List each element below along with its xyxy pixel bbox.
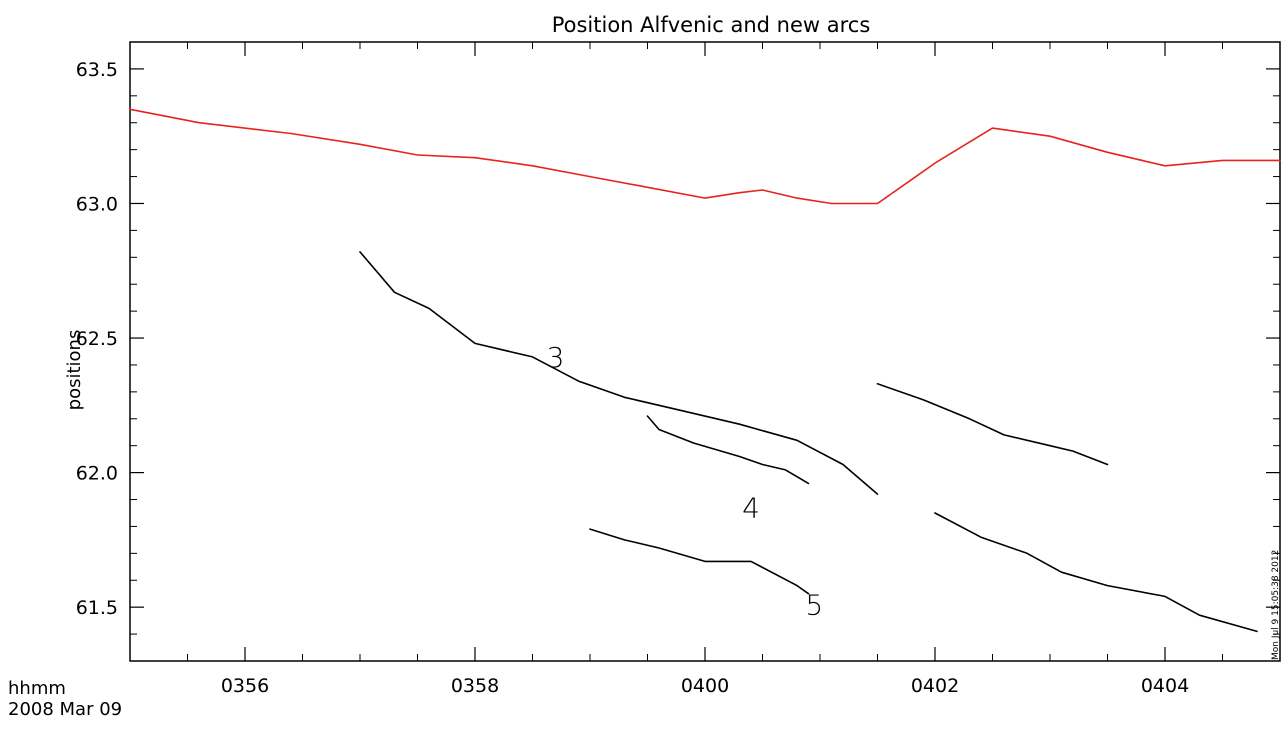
- series-line-1: [129, 108, 1281, 205]
- y-tick-label: 61.5: [76, 597, 118, 619]
- arc-number-label: 5: [805, 588, 823, 621]
- x-tick-label: 0402: [911, 675, 959, 697]
- y-axis: 61.5 62.0 62.5 63.0 63.5: [76, 59, 1280, 662]
- x-tick-label: 0356: [221, 675, 269, 697]
- y-tick-label: 63.0: [76, 193, 118, 215]
- y-axis-label: positions: [64, 330, 85, 411]
- x-axis-label: hhmm: [8, 678, 66, 699]
- x-tick-label: 0404: [1141, 675, 1189, 697]
- x-tick-label: 0400: [681, 675, 729, 697]
- series-layer: [129, 108, 1281, 633]
- series-line-6: [589, 528, 810, 595]
- series-line-5: [876, 382, 1109, 466]
- arc-number-label: 4: [742, 492, 760, 525]
- timestamp-label: Mon Jul 9 15:05:38 2012: [1271, 550, 1281, 660]
- y-tick-label: 62.0: [76, 463, 118, 485]
- series-line-3: [934, 512, 1258, 633]
- arc-number-label: 3: [547, 341, 565, 374]
- annotation-layer: 3 4 5: [547, 341, 824, 622]
- series-line-2: [359, 251, 879, 495]
- x-axis-date-label: 2008 Mar 09: [8, 699, 122, 720]
- x-axis: 0356 0358 0400 0402 0404: [187, 42, 1223, 697]
- y-tick-label: 62.5: [76, 328, 118, 350]
- chart-title: Position Alfvenic and new arcs: [552, 13, 871, 37]
- y-tick-label: 63.5: [76, 59, 118, 81]
- x-tick-label: 0358: [451, 675, 499, 697]
- series-line-4: [646, 415, 810, 485]
